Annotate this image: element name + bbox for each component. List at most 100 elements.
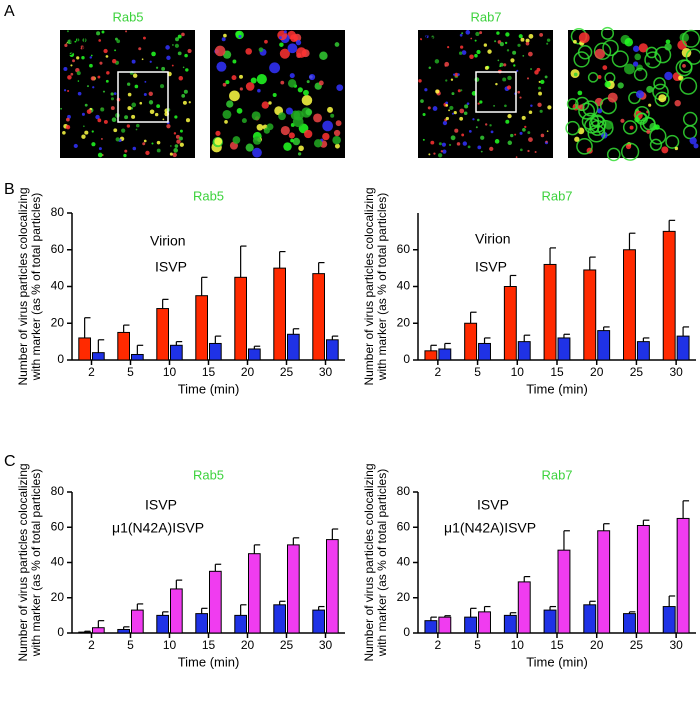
- bar: [326, 339, 339, 361]
- y-axis-label: Number of virus particles colocalizing: [362, 463, 376, 661]
- particle: [545, 140, 548, 143]
- particle: [170, 145, 172, 147]
- particle: [654, 46, 672, 64]
- y-tick-label: 40: [397, 279, 411, 293]
- particle: [606, 147, 621, 162]
- y-tick-label: 20: [51, 315, 65, 329]
- particle: [420, 37, 423, 41]
- x-tick-label: 15: [550, 638, 564, 652]
- particle: [98, 147, 102, 151]
- particle: [474, 39, 477, 42]
- particle: [173, 148, 179, 153]
- x-tick-label: 5: [474, 365, 481, 379]
- x-tick-label: 20: [241, 365, 255, 379]
- particle: [674, 99, 681, 107]
- particle: [536, 67, 541, 72]
- particle: [665, 134, 680, 149]
- particle: [183, 89, 188, 94]
- particle: [160, 84, 165, 89]
- particle: [546, 38, 551, 42]
- particle: [149, 109, 155, 115]
- particle: [506, 85, 512, 90]
- y-tick-label: 80: [51, 205, 65, 219]
- particle: [214, 45, 226, 57]
- particle: [566, 98, 579, 110]
- particle: [454, 128, 459, 133]
- particle: [225, 80, 230, 85]
- image-legend: Virion: [62, 32, 92, 46]
- particle: [474, 77, 480, 82]
- x-tick-label: 20: [590, 365, 604, 379]
- particle: [165, 45, 170, 50]
- particle: [504, 41, 508, 45]
- particle: [74, 40, 77, 43]
- particle: [457, 89, 461, 93]
- particle: [445, 116, 449, 121]
- particle: [100, 137, 103, 140]
- particle: [475, 126, 478, 129]
- particle: [67, 89, 70, 93]
- particle: [632, 61, 639, 67]
- bar: [557, 549, 571, 634]
- particle: [578, 102, 596, 120]
- particle: [480, 135, 485, 140]
- particle: [156, 104, 161, 109]
- particle: [215, 130, 221, 136]
- particle: [76, 71, 81, 76]
- particle: [174, 115, 178, 119]
- legend-entry: ISVP: [145, 497, 177, 513]
- particle: [454, 72, 459, 77]
- particle: [91, 130, 94, 133]
- particle: [510, 133, 514, 138]
- particle: [65, 124, 71, 130]
- image-title: Rab7: [470, 9, 501, 24]
- particle: [575, 96, 590, 112]
- y-tick-label: 80: [397, 484, 411, 498]
- particle: [602, 39, 619, 57]
- particle: [301, 95, 313, 106]
- particle: [138, 47, 142, 51]
- y-tick-label: 40: [51, 555, 65, 569]
- legend-entry: ISVP: [155, 259, 187, 275]
- panel-label: C: [4, 453, 16, 470]
- particle: [459, 33, 463, 37]
- particle: [444, 64, 447, 67]
- particle: [470, 37, 473, 40]
- bar: [464, 322, 478, 361]
- particle: [98, 39, 101, 42]
- particle: [635, 90, 645, 99]
- particle: [166, 124, 171, 129]
- particle: [283, 30, 287, 34]
- particle: [110, 97, 115, 101]
- particle: [278, 36, 282, 40]
- particle: [434, 59, 440, 64]
- particle: [517, 43, 521, 47]
- particle: [520, 148, 523, 152]
- particle: [654, 124, 660, 130]
- bar: [92, 352, 105, 361]
- particle: [112, 59, 117, 64]
- particle: [125, 30, 128, 33]
- particle: [306, 80, 310, 84]
- particle: [665, 39, 671, 45]
- x-tick-label: 2: [88, 365, 95, 379]
- particle: [428, 153, 431, 156]
- particle: [582, 100, 599, 117]
- particle: [124, 149, 128, 153]
- y-axis-label: with marker (as % of total particles): [29, 193, 43, 381]
- y-axis-label: Number of virus particles colocalizing: [16, 187, 30, 385]
- particle: [505, 32, 510, 37]
- particle: [515, 156, 518, 158]
- particle: [222, 109, 232, 119]
- particle: [521, 115, 526, 120]
- particle: [654, 91, 670, 107]
- image-legend: ISVP: [62, 44, 89, 58]
- particle: [131, 114, 136, 119]
- particle: [216, 61, 227, 72]
- x-tick-label: 25: [280, 638, 294, 652]
- particle: [518, 34, 523, 39]
- particle: [278, 112, 286, 121]
- x-tick-label: 2: [435, 638, 442, 652]
- particle: [526, 77, 530, 80]
